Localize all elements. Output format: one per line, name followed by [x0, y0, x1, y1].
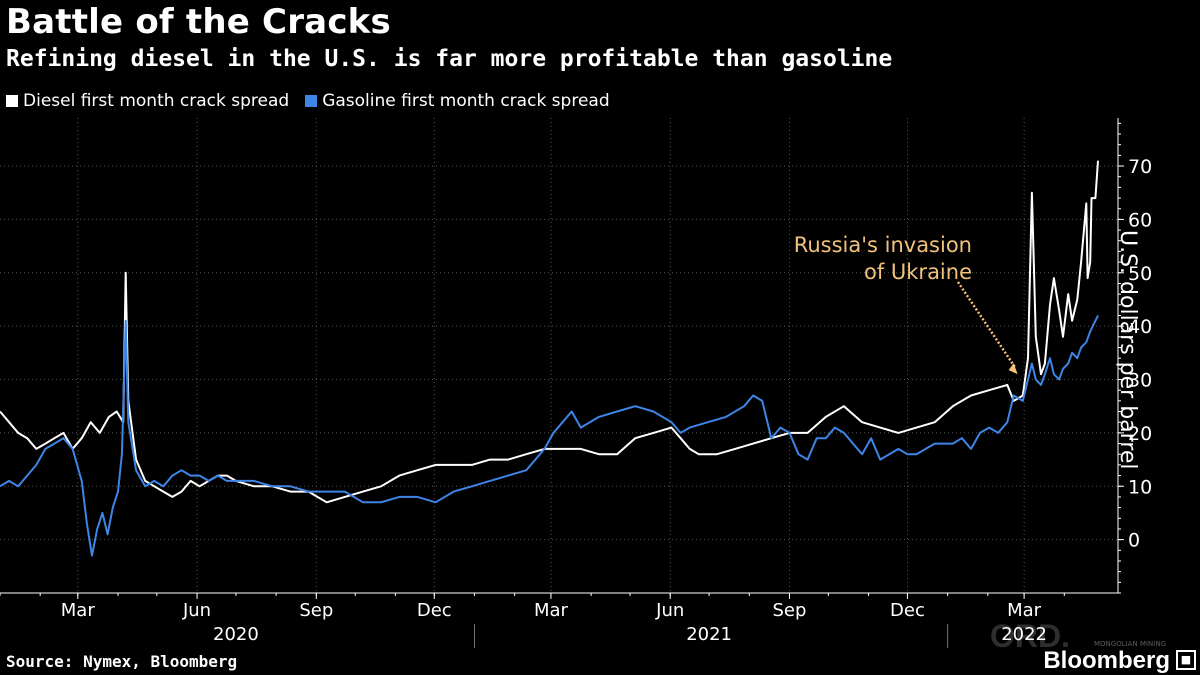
- y-tick-label: 30: [1128, 370, 1152, 392]
- gasoline-series-line: [0, 315, 1099, 557]
- x-tick-label: Dec: [417, 600, 452, 621]
- diesel-series-line: [0, 160, 1099, 504]
- year-label: 2020: [213, 624, 259, 645]
- x-tick-label: Mar: [534, 600, 569, 621]
- y-tick-label: 0: [1128, 530, 1140, 552]
- legend-label-diesel: Diesel first month crack spread: [23, 91, 290, 111]
- watermark-caption: MONGOLIAN MINING: [1094, 640, 1166, 648]
- x-tick-label: Mar: [61, 600, 96, 621]
- y-axis-label: U.S. dollars per barrel: [1115, 230, 1140, 470]
- year-label: 2021: [686, 624, 732, 645]
- bloomberg-logo: Bloomberg: [1043, 647, 1170, 674]
- legend: Diesel first month crack spread Gasoline…: [6, 91, 610, 111]
- year-label: 2022: [1001, 624, 1047, 645]
- x-tick-label: Sep: [299, 600, 333, 621]
- annotation-text: Russia's invasion of Ukraine: [760, 232, 972, 286]
- x-tick-label: Mar: [1007, 600, 1042, 621]
- legend-item-gasoline: Gasoline first month crack spread: [305, 91, 610, 111]
- y-tick-label: 40: [1128, 316, 1152, 338]
- x-tick-label: Sep: [773, 600, 807, 621]
- y-tick-label: 60: [1128, 209, 1152, 231]
- y-tick-label: 20: [1128, 423, 1152, 445]
- x-tick-label: Jun: [182, 600, 211, 621]
- legend-item-diesel: Diesel first month crack spread: [6, 91, 289, 111]
- legend-label-gasoline: Gasoline first month crack spread: [322, 91, 610, 111]
- annotation-line-2: of Ukraine: [863, 260, 972, 284]
- annotation-arrow-line: [956, 281, 1017, 369]
- chart-subtitle: Refining diesel in the U.S. is far more …: [6, 46, 893, 72]
- x-tick-label: Jun: [655, 600, 684, 621]
- chart-title: Battle of the Cracks: [6, 2, 391, 42]
- x-tick-label: Dec: [890, 600, 925, 621]
- annotation-arrow: [956, 281, 1018, 375]
- source-note: Source: Nymex, Bloomberg: [6, 652, 238, 671]
- series-lines: [0, 160, 1099, 557]
- annotation-arrow-head: [1008, 363, 1018, 375]
- grid-lines: [0, 118, 1118, 593]
- annotation-line-1: Russia's invasion: [793, 233, 972, 257]
- y-tick-label: 70: [1128, 156, 1152, 178]
- y-tick-label: 50: [1128, 263, 1152, 285]
- axes: 0 10 20 30 40 50 60 70 Mar Jun Sep Dec Mar Jun Sep Dec M…: [0, 118, 1152, 648]
- watermark-logo: ORD.: [990, 618, 1070, 654]
- legend-swatch-gasoline: [305, 95, 318, 107]
- bloomberg-terminal-icon: ■: [1176, 650, 1196, 670]
- legend-swatch-diesel: [6, 95, 18, 107]
- y-tick-label: 10: [1128, 476, 1152, 498]
